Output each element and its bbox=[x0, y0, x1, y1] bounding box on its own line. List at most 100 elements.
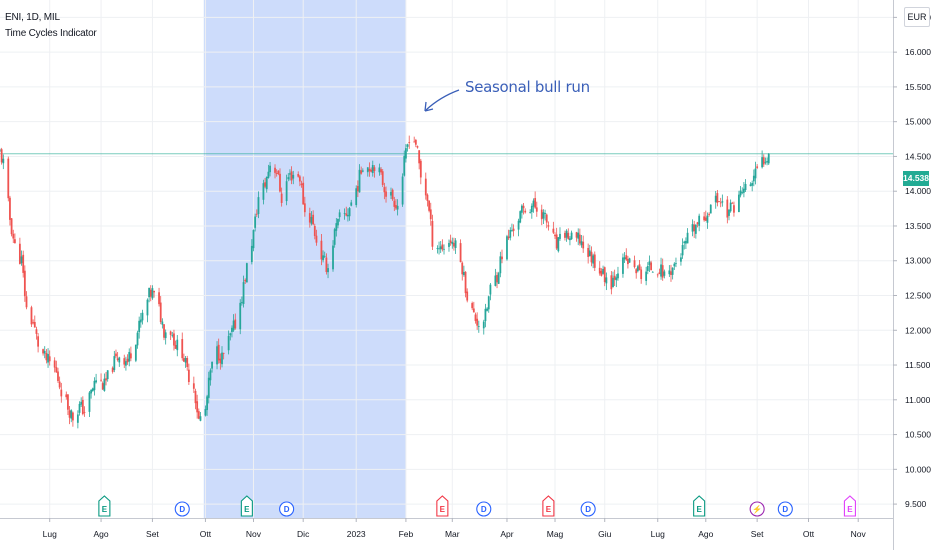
dividend-event[interactable]: D bbox=[777, 501, 793, 517]
x-tick-label: Nov bbox=[851, 529, 867, 539]
candle-body bbox=[524, 210, 527, 213]
dividend-marker bbox=[279, 501, 295, 517]
currency-button[interactable]: EUR bbox=[904, 7, 930, 27]
candle-body bbox=[186, 358, 189, 367]
earnings-event[interactable]: E bbox=[98, 495, 111, 517]
candle-body bbox=[192, 383, 195, 389]
candle-body bbox=[78, 403, 81, 413]
candle-body bbox=[149, 289, 152, 297]
candle-body bbox=[489, 284, 492, 295]
candle-body bbox=[694, 224, 697, 234]
candle-body bbox=[116, 358, 119, 361]
dividend-event[interactable]: D bbox=[580, 501, 596, 517]
dividend-marker bbox=[777, 501, 793, 517]
candle-body bbox=[708, 213, 710, 215]
candle-body bbox=[371, 165, 374, 174]
candle-body bbox=[355, 188, 358, 206]
candle-body bbox=[323, 255, 326, 257]
candle-body bbox=[385, 191, 387, 197]
candle-body bbox=[714, 195, 717, 203]
candle-body bbox=[517, 220, 520, 230]
candle-body bbox=[53, 360, 56, 368]
seasonal-highlight-layer bbox=[203, 0, 406, 518]
candle-body bbox=[685, 241, 687, 244]
candle-body bbox=[292, 174, 295, 179]
events-layer: E D E D E D E D E ⚡ D E bbox=[98, 495, 856, 517]
candle-body bbox=[18, 243, 21, 264]
candle-body bbox=[766, 161, 768, 163]
arrow-shaft bbox=[425, 89, 460, 111]
candle-body bbox=[361, 170, 364, 172]
earnings-event[interactable]: E bbox=[240, 495, 253, 517]
dividend-event[interactable]: D bbox=[279, 501, 295, 517]
candle-body bbox=[303, 203, 306, 213]
candle-body bbox=[633, 260, 636, 268]
candle-body bbox=[23, 270, 26, 297]
earnings-event[interactable]: E bbox=[843, 495, 856, 517]
candle-body bbox=[289, 173, 291, 175]
candle-body bbox=[47, 354, 49, 363]
candle-body bbox=[269, 165, 271, 173]
earnings-event[interactable]: E bbox=[542, 495, 555, 517]
candle-body bbox=[726, 199, 729, 218]
y-tick-label: 14.500 bbox=[905, 151, 931, 161]
candle-body bbox=[285, 181, 288, 202]
candle-body bbox=[565, 230, 568, 238]
y-tick-label: 9.500 bbox=[905, 499, 927, 509]
candle-body bbox=[320, 240, 323, 260]
candle-body bbox=[347, 214, 349, 217]
candle-body bbox=[126, 358, 129, 363]
candle-body bbox=[267, 171, 270, 178]
candle-body bbox=[567, 232, 570, 239]
candle-body bbox=[441, 244, 444, 250]
candle-body bbox=[401, 176, 404, 205]
y-tick-label: 11.000 bbox=[905, 395, 931, 405]
earnings-event[interactable]: E bbox=[436, 495, 449, 517]
candle-body bbox=[242, 282, 245, 304]
candle-body bbox=[58, 381, 61, 388]
y-tick-label: 10.500 bbox=[905, 430, 931, 440]
annotation-text[interactable]: Seasonal bull run bbox=[465, 78, 590, 96]
candle-body bbox=[403, 155, 406, 176]
candle-body bbox=[703, 216, 706, 221]
dividend-event[interactable]: D bbox=[174, 501, 190, 517]
candle-body bbox=[71, 412, 74, 421]
candle-body bbox=[663, 271, 666, 276]
indicator-name[interactable]: Time Cycles Indicator bbox=[5, 28, 97, 39]
candle-body bbox=[35, 329, 38, 334]
candle-body bbox=[232, 320, 235, 331]
earnings-marker bbox=[693, 495, 706, 517]
candle-body bbox=[683, 241, 686, 244]
candle-body bbox=[33, 321, 36, 328]
candle-body bbox=[396, 205, 399, 210]
candle-body bbox=[476, 318, 479, 326]
candle-body bbox=[100, 379, 102, 381]
candle-body bbox=[310, 216, 313, 224]
candle-body bbox=[494, 275, 497, 286]
earnings-event[interactable]: E bbox=[693, 495, 706, 517]
dividend-event[interactable]: D bbox=[476, 501, 492, 517]
candle-body bbox=[429, 209, 432, 220]
grid-layer bbox=[0, 0, 893, 518]
y-tick-label: 13.000 bbox=[905, 256, 931, 266]
candle-body bbox=[744, 183, 747, 191]
candle-body bbox=[598, 267, 601, 274]
candle-body bbox=[37, 336, 40, 347]
earnings-marker bbox=[98, 495, 111, 517]
symbol-title[interactable]: ENI, 1D, MIL bbox=[5, 12, 60, 23]
split-event[interactable]: ⚡ bbox=[749, 501, 765, 517]
arrow-head bbox=[424, 101, 434, 112]
candle-body bbox=[767, 153, 770, 164]
candle-body bbox=[673, 263, 676, 267]
candle-body bbox=[646, 265, 649, 271]
candle-body bbox=[719, 202, 722, 204]
x-tick-label: 2023 bbox=[347, 529, 366, 539]
event-label: D bbox=[284, 505, 290, 514]
candle-body bbox=[356, 185, 359, 192]
candle-body bbox=[313, 225, 316, 236]
candle-body bbox=[240, 302, 243, 303]
candle-body bbox=[264, 182, 266, 187]
candle-body bbox=[414, 139, 417, 145]
